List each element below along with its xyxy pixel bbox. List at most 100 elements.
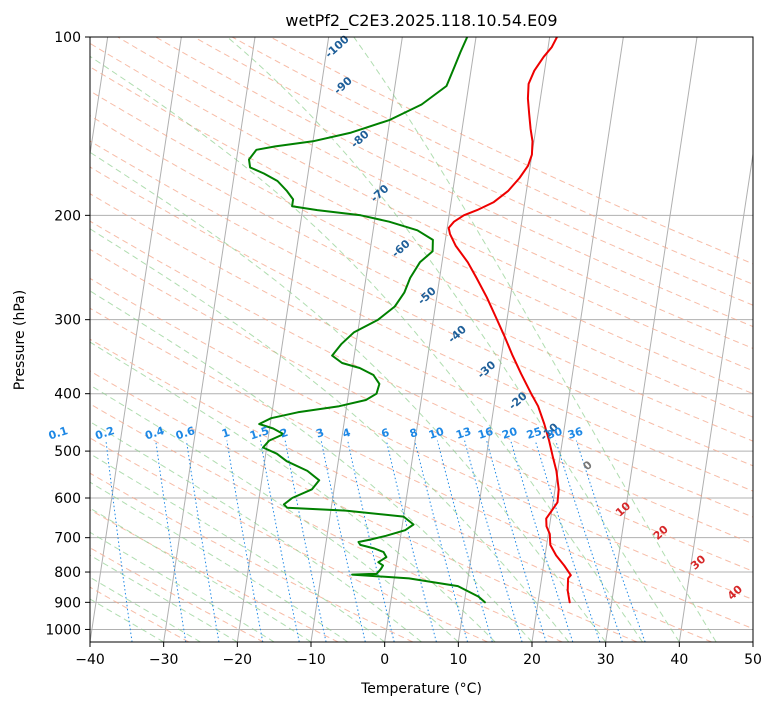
mixing-ratio-label: 36 bbox=[566, 425, 585, 442]
dry-adiabat bbox=[231, 37, 753, 285]
isotherm-gridline bbox=[163, 37, 256, 642]
isotherm-gridline bbox=[457, 37, 551, 642]
dry-adiabat bbox=[90, 42, 753, 372]
mixing-ratio-label: 3 bbox=[314, 426, 325, 441]
plot-frame bbox=[89, 36, 754, 643]
mixing-ratio-line bbox=[575, 440, 646, 642]
axis-layer: −40 −30 −20 −10 0 10 20 30 40 5010020030040050060… bbox=[45, 30, 762, 668]
dry-adiabat bbox=[117, 37, 753, 349]
moist-adiabat bbox=[90, 151, 607, 642]
x-axis-title: Temperature (°C) bbox=[360, 681, 482, 697]
x-tick-label: 30 bbox=[597, 652, 615, 668]
mixing-ratio-line bbox=[185, 440, 220, 642]
mixing-ratio-line bbox=[320, 440, 366, 642]
grid-layer bbox=[90, 37, 753, 642]
isotherm-gridline bbox=[236, 37, 330, 642]
isotherm-gridline bbox=[605, 37, 698, 642]
mixing-ratio-line bbox=[486, 440, 547, 642]
mixing-ratio-line bbox=[385, 440, 437, 642]
moist-adiabat bbox=[90, 554, 238, 642]
x-tick-label: 0 bbox=[380, 652, 389, 668]
moist-adiabat bbox=[90, 531, 275, 642]
dry-adiabat bbox=[193, 37, 753, 306]
dry-adiabat bbox=[90, 248, 753, 572]
mixing-ratio-line bbox=[155, 440, 187, 642]
isotherm-gridline bbox=[752, 638, 753, 642]
dry-adiabat bbox=[90, 547, 264, 642]
mixing-ratio-label: 8 bbox=[408, 426, 419, 441]
dry-adiabat bbox=[90, 277, 753, 601]
y-tick-label: 900 bbox=[54, 595, 81, 611]
moist-adiabat bbox=[90, 453, 385, 642]
mixing-ratio-label: 30 bbox=[545, 425, 564, 442]
mixing-ratio-label: 0.2 bbox=[94, 424, 117, 442]
mixing-ratio-line bbox=[464, 440, 523, 642]
temperature-profile-line bbox=[447, 37, 572, 604]
mixing-ratio-line bbox=[260, 440, 300, 642]
moist-adiabat bbox=[90, 341, 496, 642]
isotherm-gridline bbox=[90, 37, 109, 158]
x-tick-label: 20 bbox=[523, 652, 541, 668]
mixing-ratio-line bbox=[347, 440, 395, 642]
moist-adiabat bbox=[90, 576, 201, 642]
y-tick-label: 100 bbox=[54, 30, 81, 46]
chart-title: wetPf2_C2E3.2025.118.10.54.E09 bbox=[285, 11, 557, 31]
isotherm-gridline bbox=[384, 37, 477, 642]
dry-adiabat bbox=[90, 220, 753, 545]
mixing-ratio-label: 0.1 bbox=[47, 424, 70, 442]
y-tick-label: 600 bbox=[54, 491, 81, 507]
dry-adiabat bbox=[90, 403, 563, 642]
mixing-ratio-line bbox=[436, 440, 493, 642]
data-layer bbox=[248, 37, 572, 604]
x-tick-label: −20 bbox=[223, 652, 253, 668]
mixing-ratio-label: 6 bbox=[380, 426, 392, 441]
moist-adiabat bbox=[90, 55, 643, 642]
moist-adiabat bbox=[90, 598, 164, 642]
isotherm-gridline bbox=[531, 37, 624, 642]
mixing-ratio-line bbox=[284, 440, 327, 642]
mixing-ratio-label: 4 bbox=[341, 426, 353, 441]
dry-adiabat bbox=[90, 193, 753, 518]
mixing-ratio-line bbox=[105, 440, 133, 642]
dry-adiabat bbox=[90, 166, 753, 492]
mixing-ratio-label: 0.4 bbox=[143, 424, 166, 442]
y-tick-label: 1000 bbox=[45, 622, 81, 638]
mixing-ratio-label: 1 bbox=[220, 426, 231, 441]
mixing-ratio-label: 0.6 bbox=[174, 424, 197, 442]
mixing-ratio-label: 20 bbox=[500, 425, 519, 442]
y-tick-label: 300 bbox=[54, 313, 81, 329]
x-tick-label: 40 bbox=[670, 652, 688, 668]
mixing-ratio-line bbox=[226, 440, 264, 642]
dry-adiabat bbox=[90, 115, 753, 442]
dry-adiabat bbox=[90, 140, 753, 467]
dewpoint-profile-line bbox=[248, 37, 486, 604]
x-tick-label: −30 bbox=[149, 652, 179, 668]
y-tick-label: 200 bbox=[54, 208, 81, 224]
moist-adiabat bbox=[90, 228, 570, 642]
mixing-ratio-label: 13 bbox=[454, 425, 473, 442]
y-tick-label: 400 bbox=[54, 387, 81, 403]
dry-adiabat bbox=[90, 509, 339, 642]
moist-adiabat bbox=[90, 384, 459, 642]
mixing-ratio-line bbox=[414, 440, 468, 642]
y-tick-label: 700 bbox=[54, 531, 81, 547]
x-tick-label: −10 bbox=[296, 652, 326, 668]
y-tick-label: 500 bbox=[54, 444, 81, 460]
mixing-ratio-label: 10 bbox=[427, 425, 446, 442]
moist-adiabat bbox=[90, 421, 422, 642]
mixing-ratio-label: 16 bbox=[476, 425, 495, 442]
isotherm-gridline bbox=[90, 37, 182, 642]
mixing-ratio-label: 25 bbox=[525, 425, 544, 442]
moist-adiabat bbox=[90, 290, 533, 642]
isotherm-gridline bbox=[310, 37, 403, 642]
mixing-ratio-label: 1.5 bbox=[248, 424, 271, 442]
dry-adiabat bbox=[90, 307, 753, 630]
moist-adiabat bbox=[226, 37, 680, 642]
y-tick-label: 800 bbox=[54, 565, 81, 581]
isotherm-gridline bbox=[678, 150, 753, 642]
y-axis-title: Pressure (hPa) bbox=[12, 290, 28, 390]
x-tick-label: −40 bbox=[75, 652, 105, 668]
x-tick-label: 10 bbox=[449, 652, 467, 668]
